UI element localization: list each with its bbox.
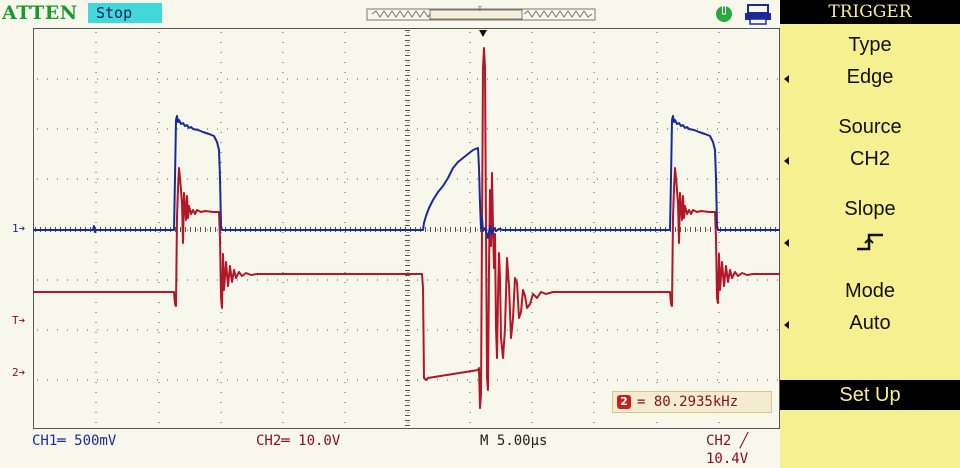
ch1-ground-marker: 1➔ xyxy=(12,222,26,235)
trigger-level-marker: T➔ xyxy=(12,314,26,327)
menu-item-value xyxy=(780,225,960,257)
waveform-thumbnail-right xyxy=(523,10,593,18)
memory-position-marker: T xyxy=(477,6,482,13)
bottom-status-bar: CH1═ 500mV CH2═ 10.0V M 5.00µs CH2 ╱ 10.… xyxy=(0,430,780,468)
menu-item-mode[interactable]: Mode Auto xyxy=(780,275,960,341)
rising-edge-icon xyxy=(857,233,883,250)
waveform-display xyxy=(33,28,780,429)
menu-arrow-icon xyxy=(784,321,789,329)
menu-item-type[interactable]: Type Edge xyxy=(780,29,960,95)
ch1-trace xyxy=(33,115,780,239)
menu-item-source[interactable]: Source CH2 xyxy=(780,111,960,177)
memory-window xyxy=(429,9,523,20)
power-icon xyxy=(716,5,732,22)
frequency-readout: = 80.2935kHz xyxy=(637,394,739,410)
ch2-scale: CH2═ 10.0V xyxy=(256,433,341,449)
frequency-counter: 2 = 80.2935kHz xyxy=(612,391,772,413)
ch2-ground-marker: 2➔ xyxy=(12,366,26,379)
menu-item-label: Slope xyxy=(844,198,896,220)
trigger-position-marker xyxy=(479,30,487,37)
menu-item-label: Mode xyxy=(844,280,896,302)
brand-logo: ATTEN xyxy=(2,2,78,24)
menu-title: TRIGGER xyxy=(780,0,960,24)
status-icons xyxy=(716,4,771,25)
timebase: M 5.00µs xyxy=(480,433,548,449)
menu-item-value: CH2 xyxy=(849,148,890,170)
menu-item-label: Type xyxy=(848,34,892,56)
run-state-badge[interactable]: Stop xyxy=(88,3,162,23)
menu-arrow-icon xyxy=(784,157,789,165)
ch2-trace xyxy=(33,47,780,409)
ch1-scale: CH1═ 500mV xyxy=(32,433,117,449)
menu-item-slope[interactable]: Slope xyxy=(780,193,960,259)
frequency-source-icon: 2 xyxy=(617,395,631,409)
memory-position-bar[interactable]: T xyxy=(366,6,596,22)
waveform-thumbnail-left xyxy=(371,10,437,18)
top-status-bar: ATTEN Stop T xyxy=(0,0,780,28)
trigger-menu: TRIGGER Type Edge Source CH2 Slope Mode … xyxy=(780,0,960,468)
menu-item-value: Auto xyxy=(849,312,891,334)
menu-arrow-icon xyxy=(784,75,789,83)
menu-item-value: Edge xyxy=(846,66,894,88)
trigger-info: CH2 ╱ 10.4V xyxy=(706,433,749,467)
setup-button[interactable]: Set Up xyxy=(780,380,960,410)
menu-arrow-icon xyxy=(784,239,789,247)
printer-icon[interactable] xyxy=(745,4,771,25)
menu-item-label: Source xyxy=(838,116,902,138)
